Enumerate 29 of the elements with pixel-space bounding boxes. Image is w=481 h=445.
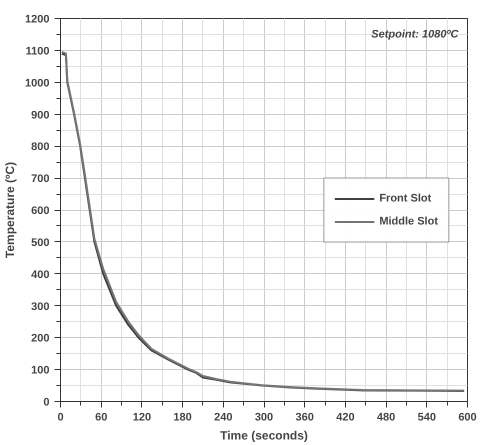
y-tick-label: 500 <box>31 236 50 249</box>
y-tick-label: 300 <box>31 300 50 313</box>
x-axis-title: Time (seconds) <box>220 428 308 442</box>
x-tick-label: 600 <box>458 412 477 424</box>
y-tick-label: 800 <box>31 141 50 154</box>
y-tick-label: 200 <box>31 332 50 345</box>
legend-label: Front Slot <box>379 192 432 204</box>
x-tick-label: 300 <box>254 412 274 424</box>
y-tick-label: 1200 <box>25 14 50 26</box>
x-tick-label: 360 <box>296 412 314 424</box>
x-tick-label: 0 <box>57 412 64 424</box>
annotation: Setpoint: 1080ºC <box>371 28 460 40</box>
y-tick-label: 100 <box>31 364 50 377</box>
y-tick-label: 1100 <box>26 45 50 58</box>
x-tick-label: 120 <box>132 412 152 424</box>
y-tick-label: 1000 <box>25 77 50 90</box>
legend-label: Middle Slot <box>379 215 438 227</box>
y-tick-label: 600 <box>31 205 50 217</box>
x-tick-label: 240 <box>214 412 232 424</box>
y-tick-label: 400 <box>31 268 50 281</box>
y-tick-label: 900 <box>31 109 50 122</box>
x-tick-label: 420 <box>336 412 355 424</box>
x-tick-label: 60 <box>95 412 108 424</box>
y-axis-title: Temperature (ºC) <box>3 162 18 258</box>
y-tick-label: 700 <box>31 173 50 186</box>
x-tick-label: 480 <box>376 412 396 424</box>
y-tick-label: 0 <box>43 396 50 408</box>
x-tick-label: 180 <box>173 412 192 424</box>
x-tick-label: 540 <box>418 412 436 424</box>
